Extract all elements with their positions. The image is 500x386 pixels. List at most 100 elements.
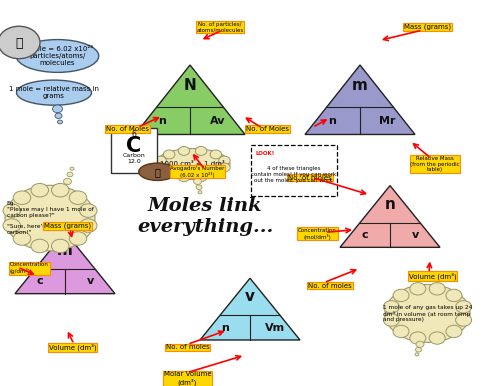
Ellipse shape <box>155 149 230 179</box>
Circle shape <box>70 191 87 205</box>
Circle shape <box>0 26 40 59</box>
Circle shape <box>3 204 20 217</box>
Ellipse shape <box>385 284 470 342</box>
Circle shape <box>393 289 409 301</box>
Text: Eg.
"Please may I have 1 mole of
carbon please?"

"Sure, here's 12 grams of
carb: Eg. "Please may I have 1 mole of carbon … <box>6 201 94 235</box>
Circle shape <box>52 105 62 113</box>
Circle shape <box>393 325 409 338</box>
Polygon shape <box>305 65 415 134</box>
Circle shape <box>3 219 20 232</box>
Circle shape <box>31 239 48 253</box>
Text: n: n <box>328 115 336 125</box>
Circle shape <box>178 146 190 155</box>
Text: Mr: Mr <box>380 115 396 125</box>
Text: No. of particles/
atoms/molecules: No. of particles/ atoms/molecules <box>196 22 244 32</box>
Circle shape <box>446 325 462 338</box>
Text: 1 mole of any gas takes up 24
dm³ in volume (at room temp
and pressure): 1 mole of any gas takes up 24 dm³ in vol… <box>383 305 472 322</box>
Text: Vm: Vm <box>265 323 285 333</box>
Circle shape <box>416 347 422 352</box>
Circle shape <box>178 173 190 182</box>
Text: v: v <box>86 276 94 286</box>
Text: Molar Volume
(dm³): Molar Volume (dm³) <box>164 371 212 386</box>
Text: 1 mole = 6.02 x10²³
particles/atoms/
molecules: 1 mole = 6.02 x10²³ particles/atoms/ mol… <box>22 46 93 66</box>
Polygon shape <box>340 186 440 247</box>
Text: n: n <box>221 323 229 333</box>
Circle shape <box>55 113 62 119</box>
Text: Moles link
everything...: Moles link everything... <box>137 197 273 235</box>
Text: No. of moles: No. of moles <box>308 283 352 289</box>
Text: 12.0: 12.0 <box>127 159 141 164</box>
Circle shape <box>210 150 222 159</box>
Text: 4 of these triangles
contain moles! If you can work
out the moles, you can work: 4 of these triangles contain moles! If y… <box>251 166 336 183</box>
Text: N: N <box>184 78 196 93</box>
Circle shape <box>52 183 69 197</box>
Text: No. of Moles: No. of Moles <box>246 126 289 132</box>
Circle shape <box>155 163 166 172</box>
Text: 6: 6 <box>132 130 136 139</box>
Circle shape <box>194 178 202 185</box>
Circle shape <box>456 314 471 326</box>
Ellipse shape <box>139 163 176 180</box>
Circle shape <box>196 173 207 182</box>
Circle shape <box>218 156 230 165</box>
Polygon shape <box>200 278 300 340</box>
Text: 1000 cm³ = 1 dm³: 1000 cm³ = 1 dm³ <box>160 161 225 167</box>
Circle shape <box>70 167 74 170</box>
Circle shape <box>429 283 445 295</box>
Circle shape <box>155 156 166 165</box>
Text: Concentration
(g/dm³): Concentration (g/dm³) <box>10 262 49 274</box>
Circle shape <box>67 172 73 177</box>
Text: 1 mole = relative mass in
grams: 1 mole = relative mass in grams <box>9 86 99 99</box>
Text: Av: Av <box>210 115 225 125</box>
Circle shape <box>31 183 48 197</box>
Ellipse shape <box>5 185 95 251</box>
FancyBboxPatch shape <box>250 145 337 196</box>
Circle shape <box>64 178 72 185</box>
Text: Volume (dm³): Volume (dm³) <box>408 272 457 280</box>
Text: Mass (grams): Mass (grams) <box>44 223 91 229</box>
Circle shape <box>164 150 175 159</box>
Ellipse shape <box>16 40 99 73</box>
Circle shape <box>210 169 222 178</box>
Text: Relative Mass
(from the periodic
table): Relative Mass (from the periodic table) <box>410 156 460 173</box>
Text: v: v <box>245 289 255 304</box>
Text: Mass (grams): Mass (grams) <box>404 24 451 30</box>
Circle shape <box>70 232 87 245</box>
Polygon shape <box>15 232 115 294</box>
Circle shape <box>456 301 471 313</box>
Text: Avogadro's Number
(6.02 x 10²³): Avogadro's Number (6.02 x 10²³) <box>170 166 224 178</box>
Circle shape <box>13 232 30 245</box>
Text: c: c <box>362 230 368 240</box>
Circle shape <box>198 191 202 194</box>
Text: No. of Moles: No. of Moles <box>106 126 149 132</box>
Circle shape <box>80 204 97 217</box>
Text: m: m <box>57 243 73 258</box>
Text: v: v <box>412 230 418 240</box>
Circle shape <box>415 353 419 356</box>
Circle shape <box>410 283 426 295</box>
Circle shape <box>416 341 424 347</box>
Circle shape <box>52 239 69 253</box>
Text: Volume (dm³): Volume (dm³) <box>48 344 96 351</box>
Text: LOOK!: LOOK! <box>255 151 274 156</box>
Text: C: C <box>126 136 142 156</box>
Circle shape <box>196 185 202 190</box>
Text: Concentration
(mol/dm³): Concentration (mol/dm³) <box>298 227 337 240</box>
Text: 🐾: 🐾 <box>154 167 160 177</box>
Circle shape <box>13 191 30 205</box>
Text: c: c <box>36 276 44 286</box>
Circle shape <box>58 120 62 124</box>
Text: Carbon: Carbon <box>122 153 146 158</box>
Text: m: m <box>352 78 368 93</box>
Circle shape <box>218 163 230 172</box>
Circle shape <box>429 332 445 344</box>
Circle shape <box>446 289 462 301</box>
Text: No. of moles: No. of moles <box>288 174 332 181</box>
Circle shape <box>384 301 400 313</box>
Ellipse shape <box>16 80 92 105</box>
Circle shape <box>80 219 97 232</box>
FancyBboxPatch shape <box>111 128 156 173</box>
Circle shape <box>164 169 175 178</box>
Text: No. of moles: No. of moles <box>166 344 210 350</box>
Circle shape <box>196 146 207 155</box>
